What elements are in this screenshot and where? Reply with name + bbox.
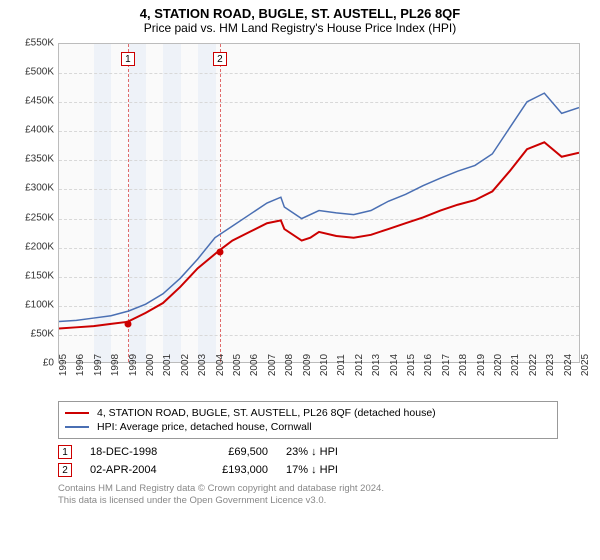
x-tick-label: 2018 [458,351,469,379]
x-tick-label: 2003 [197,351,208,379]
x-tick-label: 2020 [493,351,504,379]
y-tick-label: £50K [10,328,54,339]
legend-swatch [65,426,89,428]
y-tick-label: £100K [10,299,54,310]
x-tick-label: 2017 [441,351,452,379]
transaction-price: £193,000 [198,464,268,476]
x-tick-label: 2021 [510,351,521,379]
x-tick-label: 1995 [58,351,69,379]
x-tick-label: 1996 [75,351,86,379]
x-tick-label: 1997 [93,351,104,379]
y-tick-label: £150K [10,270,54,281]
transaction-date: 18-DEC-1998 [90,446,180,458]
transaction-date: 02-APR-2004 [90,464,180,476]
x-tick-label: 2010 [319,351,330,379]
y-tick-label: £400K [10,125,54,136]
transaction-row: 2 02-APR-2004 £193,000 17% ↓ HPI [58,461,590,479]
x-tick-label: 2005 [232,351,243,379]
legend-swatch [65,412,89,414]
x-tick-label: 2019 [476,351,487,379]
y-tick-label: £550K [10,38,54,49]
data-point [216,248,223,255]
x-tick-label: 2000 [145,351,156,379]
x-tick-label: 2006 [249,351,260,379]
x-tick-label: 1999 [128,351,139,379]
chart-title: 4, STATION ROAD, BUGLE, ST. AUSTELL, PL2… [10,6,590,21]
footer-line: Contains HM Land Registry data © Crown c… [58,483,590,495]
chart-container: 4, STATION ROAD, BUGLE, ST. AUSTELL, PL2… [0,0,600,511]
x-tick-label: 2013 [371,351,382,379]
x-tick-label: 2016 [423,351,434,379]
y-tick-label: £0 [10,358,54,369]
footer-attribution: Contains HM Land Registry data © Crown c… [58,483,590,507]
legend-item: 4, STATION ROAD, BUGLE, ST. AUSTELL, PL2… [65,406,551,420]
x-tick-label: 2007 [267,351,278,379]
legend-label: HPI: Average price, detached house, Corn… [97,421,312,433]
x-tick-label: 2025 [580,351,591,379]
x-tick-label: 2012 [354,351,365,379]
transaction-price: £69,500 [198,446,268,458]
x-tick-label: 2023 [545,351,556,379]
chart-marker: 2 [213,52,227,66]
transaction-delta: 17% ↓ HPI [286,464,376,476]
transaction-marker: 2 [58,463,72,477]
legend-label: 4, STATION ROAD, BUGLE, ST. AUSTELL, PL2… [97,407,436,419]
transaction-table: 1 18-DEC-1998 £69,500 23% ↓ HPI 2 02-APR-2004… [58,443,590,479]
y-tick-label: £500K [10,67,54,78]
y-tick-label: £350K [10,154,54,165]
transaction-row: 1 18-DEC-1998 £69,500 23% ↓ HPI [58,443,590,461]
x-tick-label: 2024 [563,351,574,379]
x-tick-label: 1998 [110,351,121,379]
x-tick-label: 2011 [336,351,347,379]
chart-subtitle: Price paid vs. HM Land Registry's House … [10,21,590,35]
chart-marker: 1 [121,52,135,66]
x-tick-label: 2015 [406,351,417,379]
x-tick-label: 2009 [302,351,313,379]
x-tick-label: 2022 [528,351,539,379]
y-tick-label: £200K [10,241,54,252]
transaction-delta: 23% ↓ HPI [286,446,376,458]
x-tick-label: 2004 [215,351,226,379]
footer-line: This data is licensed under the Open Gov… [58,495,590,507]
legend-item: HPI: Average price, detached house, Corn… [65,420,551,434]
x-tick-label: 2014 [389,351,400,379]
y-tick-label: £450K [10,96,54,107]
x-tick-label: 2008 [284,351,295,379]
x-tick-label: 2002 [180,351,191,379]
plot-area: 12 [58,43,580,363]
transaction-marker: 1 [58,445,72,459]
y-tick-label: £250K [10,212,54,223]
y-tick-label: £300K [10,183,54,194]
x-tick-label: 2001 [162,351,173,379]
chart-area: 12 £0£50K£100K£150K£200K£250K£300K£350K£… [10,39,590,399]
data-point [124,320,131,327]
legend: 4, STATION ROAD, BUGLE, ST. AUSTELL, PL2… [58,401,558,439]
